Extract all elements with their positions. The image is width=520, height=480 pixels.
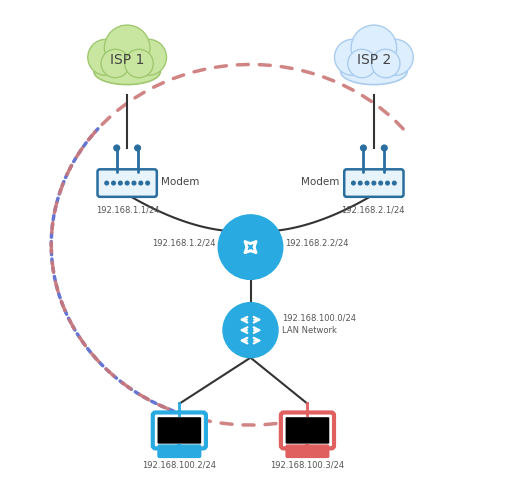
Text: 192.168.100.0/24
LAN Network: 192.168.100.0/24 LAN Network <box>282 314 356 335</box>
Circle shape <box>105 181 109 185</box>
Text: ISP 1: ISP 1 <box>110 53 145 67</box>
Text: 192.168.100.3/24: 192.168.100.3/24 <box>270 461 345 469</box>
Circle shape <box>132 181 136 185</box>
FancyBboxPatch shape <box>153 412 206 448</box>
Circle shape <box>223 302 278 358</box>
Ellipse shape <box>341 59 407 84</box>
Circle shape <box>105 25 150 71</box>
Circle shape <box>114 145 120 151</box>
FancyBboxPatch shape <box>98 169 157 197</box>
Circle shape <box>88 39 124 75</box>
Circle shape <box>119 181 122 185</box>
Circle shape <box>393 181 396 185</box>
Circle shape <box>382 145 387 151</box>
Circle shape <box>372 181 375 185</box>
Circle shape <box>218 215 283 279</box>
FancyBboxPatch shape <box>285 417 329 444</box>
Circle shape <box>139 181 142 185</box>
Text: ISP 2: ISP 2 <box>357 53 391 67</box>
FancyBboxPatch shape <box>158 417 201 444</box>
Text: 192.168.1.2/24: 192.168.1.2/24 <box>152 239 216 248</box>
Circle shape <box>352 181 355 185</box>
Circle shape <box>365 181 369 185</box>
Circle shape <box>360 145 366 151</box>
Circle shape <box>135 145 140 151</box>
Circle shape <box>146 181 149 185</box>
Text: Modem: Modem <box>301 177 340 187</box>
Text: 192.168.100.2/24: 192.168.100.2/24 <box>142 461 216 469</box>
FancyBboxPatch shape <box>286 445 329 457</box>
Circle shape <box>334 39 371 75</box>
Circle shape <box>377 39 413 75</box>
Text: 192.168.2.2/24: 192.168.2.2/24 <box>285 239 348 248</box>
Circle shape <box>358 181 362 185</box>
Circle shape <box>101 49 129 78</box>
Ellipse shape <box>94 59 160 84</box>
Circle shape <box>351 25 397 71</box>
Circle shape <box>379 181 383 185</box>
Text: 192.168.2.1/24: 192.168.2.1/24 <box>341 206 405 215</box>
Text: 192.168.1.1/24: 192.168.1.1/24 <box>96 206 160 215</box>
Circle shape <box>131 39 166 75</box>
Circle shape <box>125 49 153 78</box>
FancyBboxPatch shape <box>281 412 334 448</box>
Circle shape <box>371 49 400 78</box>
Circle shape <box>112 181 115 185</box>
Circle shape <box>386 181 389 185</box>
Text: Modem: Modem <box>161 177 200 187</box>
FancyBboxPatch shape <box>344 169 404 197</box>
Circle shape <box>125 181 129 185</box>
Circle shape <box>348 49 376 78</box>
FancyBboxPatch shape <box>158 445 201 457</box>
